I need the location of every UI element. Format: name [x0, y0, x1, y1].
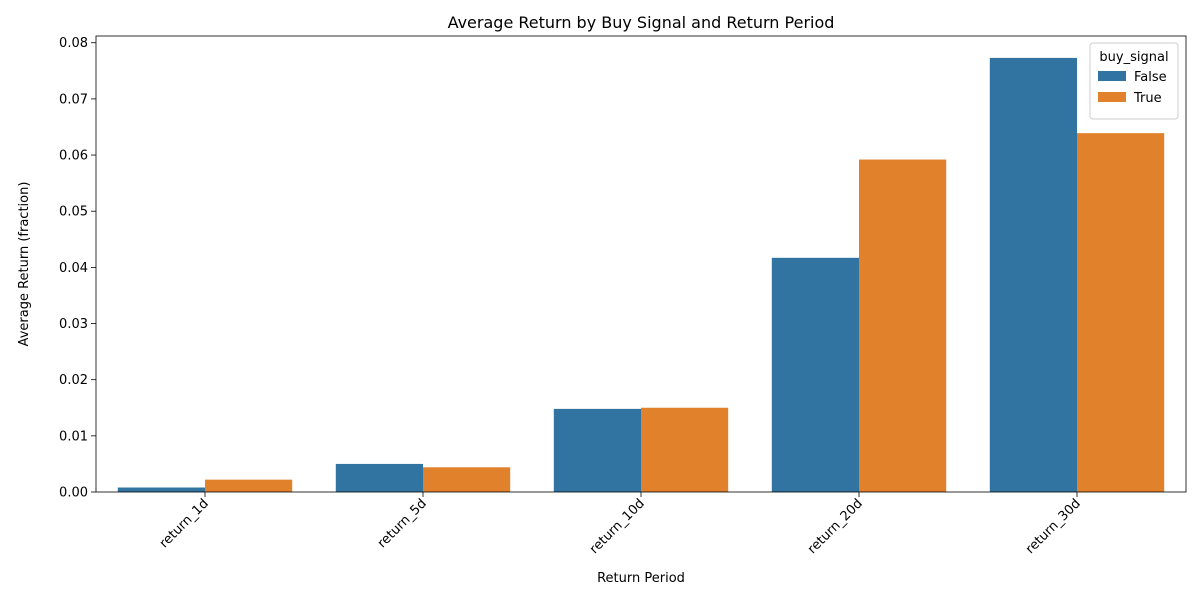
legend-label-true: True: [1133, 91, 1162, 106]
bar-false-return_30d: [989, 57, 1077, 492]
bar-true-return_10d: [641, 407, 729, 492]
y-tick-label: 0.01: [59, 429, 88, 444]
x-tick-label: return_10d: [587, 496, 648, 557]
bar-true-return_20d: [859, 159, 947, 492]
y-tick-label: 0.07: [59, 92, 88, 107]
bar-false-return_5d: [335, 463, 423, 492]
y-tick-label: 0.03: [59, 317, 88, 332]
bar-true-return_30d: [1077, 133, 1165, 492]
x-tick-label: return_20d: [805, 496, 866, 557]
y-tick-label: 0.05: [59, 205, 88, 220]
x-tick-label: return_5d: [375, 496, 430, 551]
x-axis-label: Return Period: [597, 571, 685, 586]
x-tick-label: return_30d: [1023, 496, 1084, 557]
y-axis-label: Average Return (fraction): [17, 182, 32, 347]
legend-swatch-true: [1098, 92, 1126, 102]
legend-label-false: False: [1134, 70, 1167, 85]
bar-true-return_1d: [205, 479, 293, 492]
x-axis: return_1d return_5d return_10d return_20d re…: [157, 492, 1084, 557]
y-tick-label: 0.04: [59, 261, 88, 276]
y-axis: 0.00 0.01 0.02 0.03 0.04 0.05 0.06 0.07 0.08: [59, 36, 96, 501]
y-tick-label: 0.02: [59, 373, 88, 388]
y-tick-label: 0.06: [59, 149, 88, 164]
bar-false-return_20d: [771, 257, 859, 492]
bar-true-return_5d: [423, 467, 511, 492]
bar-false-return_10d: [553, 408, 641, 492]
legend-title: buy_signal: [1099, 50, 1168, 65]
legend: buy_signal False True: [1089, 42, 1179, 120]
bars-group: [117, 57, 1165, 492]
y-tick-label: 0.08: [59, 36, 88, 51]
y-tick-label: 0.00: [59, 486, 88, 501]
x-tick-label: return_1d: [157, 496, 212, 551]
legend-swatch-false: [1098, 71, 1126, 81]
bar-false-return_1d: [117, 487, 205, 492]
chart-title: Average Return by Buy Signal and Return …: [448, 13, 835, 32]
